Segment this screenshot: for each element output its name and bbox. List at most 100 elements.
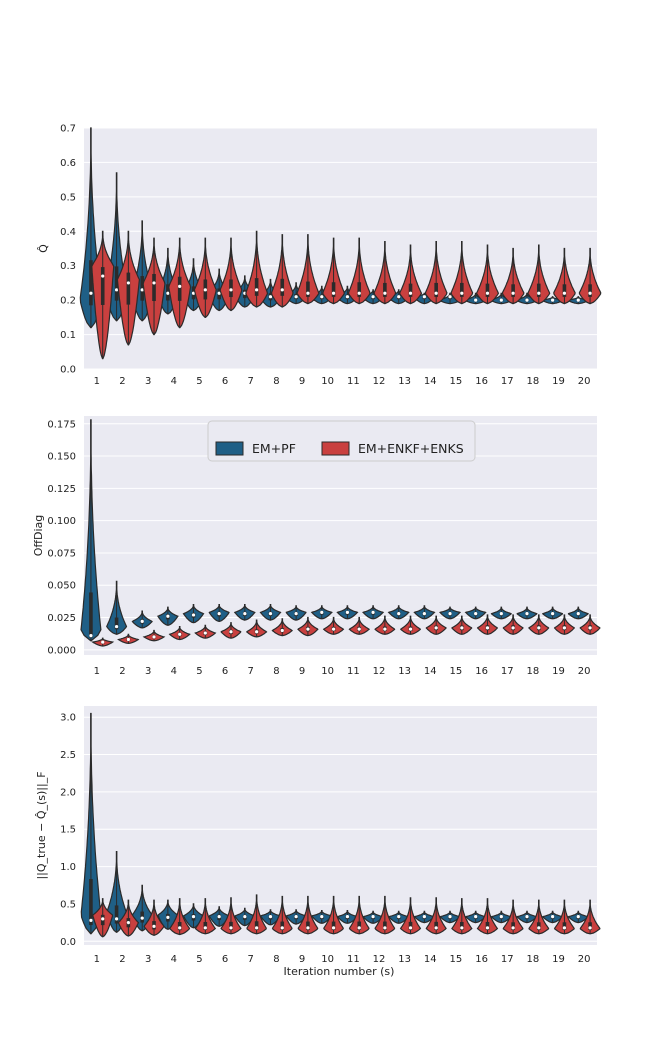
x-tick-label: 3	[145, 666, 151, 677]
x-tick-label: 13	[398, 954, 411, 965]
violin-iqr-box	[485, 283, 490, 297]
violin-median-dot	[474, 915, 478, 919]
violin-median-dot	[371, 295, 375, 299]
violin-iqr-box	[536, 283, 541, 297]
violin-median-dot	[460, 626, 464, 630]
violin-median-dot	[101, 274, 105, 278]
violin-iqr-box	[89, 878, 93, 926]
violin-median-dot	[166, 915, 170, 919]
violin-iqr-box	[408, 921, 413, 930]
x-tick-label: 14	[424, 954, 437, 965]
y-tick-label: 0.2	[60, 296, 76, 307]
violin-median-dot	[345, 610, 350, 614]
violin-median-dot	[140, 916, 144, 920]
x-tick-label: 12	[373, 954, 386, 965]
violin-median-dot	[474, 612, 478, 616]
x-tick-label: 8	[273, 376, 279, 387]
x-tick-label: 13	[398, 666, 411, 677]
violin-median-dot	[562, 926, 567, 930]
violin-iqr-box	[511, 922, 515, 930]
violin-median-dot	[448, 915, 452, 919]
violin-median-dot	[460, 291, 464, 295]
x-tick-label: 4	[171, 954, 177, 965]
x-tick-label: 18	[527, 954, 540, 965]
x-tick-label: 2	[119, 666, 125, 677]
y-axis-label: Q̂	[37, 244, 50, 253]
violin-iqr-box	[485, 921, 490, 930]
violin-iqr-box	[460, 921, 464, 930]
violin-median-dot	[499, 612, 503, 616]
violin-median-dot	[551, 915, 555, 919]
violin-median-dot	[537, 926, 541, 930]
violin-median-dot	[217, 612, 221, 616]
y-tick-label: 0.5	[60, 192, 76, 203]
violin-iqr-box	[357, 282, 362, 297]
violin-median-dot	[320, 915, 324, 919]
violin-median-dot	[562, 291, 567, 295]
violin-median-dot	[537, 291, 541, 295]
violin-iqr-box	[331, 282, 336, 297]
violin-median-dot	[203, 631, 207, 635]
violin-median-dot	[268, 915, 273, 919]
y-tick-label: 0.100	[47, 516, 76, 527]
violin-iqr-box	[331, 921, 336, 930]
x-tick-label: 5	[196, 954, 202, 965]
violin-iqr-box	[254, 921, 259, 930]
panel-q-hat: 0.00.10.20.30.40.50.60.7Q̂1 2 3 4 5 6 7 8 9 10 11 1…	[37, 124, 602, 387]
violin-median-dot	[499, 298, 503, 302]
x-tick-label: 1	[94, 954, 100, 965]
violin-median-dot	[357, 926, 361, 930]
violin-iqr-box	[177, 921, 182, 931]
y-tick-label: 0.050	[47, 581, 76, 592]
violin-median-dot	[331, 291, 336, 295]
violin-median-dot	[166, 614, 170, 618]
violin-iqr-box	[280, 278, 285, 296]
x-axis-label: Iteration number (s)	[284, 965, 395, 978]
violin-iqr-box	[306, 921, 310, 930]
violin-median-dot	[89, 634, 93, 638]
x-tick-label: 20	[578, 954, 591, 965]
y-tick-label: 0.000	[47, 645, 76, 656]
violin-median-dot	[178, 284, 182, 288]
y-tick-label: 2.0	[60, 787, 76, 798]
violin-iqr-box	[114, 617, 119, 630]
x-tick-label: 19	[552, 954, 565, 965]
x-tick-label: 16	[475, 376, 488, 387]
violin-iqr-box	[114, 905, 119, 924]
y-tick-label: 0.7	[60, 124, 76, 135]
violin-median-dot	[280, 926, 284, 930]
violin-median-dot	[243, 612, 247, 616]
x-tick-label: 19	[552, 666, 565, 677]
panel-offdiag: 0.000 0.025 0.050 0.075 0.100 0.125 0.150 0.175…	[32, 416, 601, 677]
x-tick-label: 1	[94, 666, 100, 677]
violin-median-dot	[280, 628, 284, 633]
violin-median-dot	[294, 915, 298, 919]
violin-median-dot	[114, 917, 119, 921]
violin-median-dot	[460, 926, 464, 930]
x-tick-label: 12	[373, 376, 386, 387]
x-tick-label: 20	[578, 666, 591, 677]
violin-median-dot	[397, 915, 401, 919]
x-tick-label: 4	[171, 376, 177, 387]
violin-median-dot	[191, 613, 196, 617]
violin-iqr-box	[408, 283, 413, 297]
x-tick-label: 16	[475, 666, 488, 677]
violin-median-dot	[562, 626, 567, 630]
y-axis-label: ||Q_true − Q̂_(s)||_F	[35, 771, 48, 879]
violin-median-dot	[485, 291, 490, 295]
violin-median-dot	[255, 630, 259, 634]
plot-area	[84, 706, 597, 945]
violin-median-dot	[152, 924, 156, 928]
y-tick-label: 0.025	[47, 613, 76, 624]
violin-median-dot	[229, 926, 233, 930]
violin-median-dot	[126, 281, 130, 285]
y-tick-label: 0.4	[60, 227, 76, 238]
violin-median-dot	[537, 626, 541, 630]
violin-median-dot	[126, 920, 130, 925]
violin-median-dot	[306, 926, 310, 930]
violin-median-dot	[371, 610, 375, 614]
y-tick-label: 0.3	[60, 261, 76, 272]
plot-area	[84, 128, 597, 369]
violin-iqr-box	[562, 922, 567, 930]
